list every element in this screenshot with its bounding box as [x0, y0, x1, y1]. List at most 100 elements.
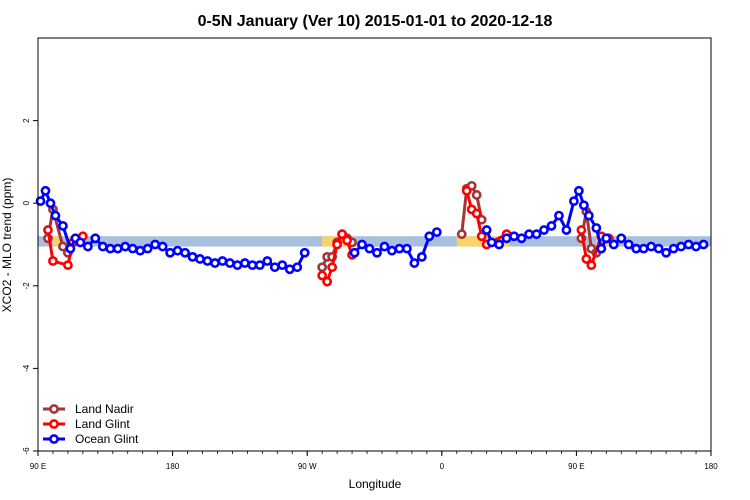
- ocean-glint-point: [202, 256, 213, 266]
- band-1: [52, 236, 61, 247]
- y-tick-label: -6: [22, 447, 31, 455]
- ocean-glint-point: [157, 241, 168, 252]
- ocean-glint-point: [494, 239, 505, 250]
- ocean-glint-point: [608, 239, 619, 250]
- y-tick-label: -2: [22, 282, 31, 290]
- ocean-glint-point: [65, 243, 76, 254]
- ocean-glint-point: [172, 245, 183, 256]
- y-tick-label: 0: [22, 200, 31, 205]
- ocean-glint-point: [561, 225, 572, 235]
- ocean-glint-point: [623, 239, 634, 250]
- ocean-glint-point: [379, 241, 390, 252]
- ocean-glint-point: [277, 260, 288, 271]
- land-glint-point: [332, 239, 343, 250]
- ocean-glint-point: [698, 239, 709, 250]
- land-nadir-point: [456, 229, 467, 240]
- ocean-glint-point: [82, 241, 93, 252]
- ocean-glint-point: [402, 243, 412, 254]
- x-tick-label: 0: [440, 462, 445, 471]
- ocean-glint-point: [45, 198, 56, 209]
- land-glint-point: [476, 231, 487, 242]
- ocean-glint-point: [180, 247, 190, 258]
- ocean-glint-point: [150, 239, 161, 250]
- x-tick-label: 90 E: [568, 462, 584, 471]
- land-nadir-point: [471, 190, 482, 200]
- ocean-glint-point: [357, 239, 367, 250]
- land-glint-point: [63, 260, 73, 271]
- ocean-glint-point: [596, 243, 607, 254]
- land-glint-point: [48, 256, 58, 266]
- ocean-glint-point: [661, 247, 672, 258]
- ocean-glint-point: [569, 196, 579, 207]
- ocean-glint-point: [120, 241, 131, 252]
- ocean-glint-point: [509, 231, 519, 242]
- land-glint-legend-label: Land Glint: [75, 417, 130, 431]
- ocean-glint-point: [187, 251, 198, 262]
- land-nadir-legend-label: Land Nadir: [75, 402, 134, 416]
- ocean-glint-point: [431, 227, 442, 238]
- ocean-glint-point: [254, 260, 265, 271]
- land-glint-point: [342, 235, 352, 246]
- land-nadir-legend-marker: [49, 404, 59, 414]
- land-glint-point: [586, 260, 597, 271]
- ocean-glint-point: [601, 233, 612, 244]
- chart-title: 0-5N January (Ver 10) 2015-01-01 to 2020…: [198, 13, 553, 30]
- ocean-glint-point: [349, 247, 360, 258]
- ocean-glint-point: [372, 247, 382, 258]
- ocean-glint-point: [90, 233, 101, 244]
- ocean-glint-point: [262, 256, 273, 266]
- ocean-glint-point: [531, 229, 542, 240]
- x-tick-label: 180: [704, 462, 718, 471]
- ocean-glint-point: [416, 251, 427, 262]
- ocean-glint-legend-label: Ocean Glint: [75, 432, 139, 446]
- ocean-glint-point: [165, 247, 176, 258]
- ocean-glint-point: [691, 241, 701, 252]
- ocean-glint-point: [40, 185, 51, 196]
- ocean-glint-point: [394, 243, 405, 254]
- land-glint-point: [317, 270, 328, 281]
- ocean-glint-point: [142, 243, 153, 254]
- ocean-glint-point: [50, 210, 61, 221]
- ocean-glint-point: [481, 225, 492, 235]
- ocean-glint-point: [112, 243, 123, 254]
- ocean-glint-point: [364, 243, 375, 254]
- ocean-glint-point: [638, 243, 649, 254]
- x-axis-label: Longitude: [349, 477, 402, 491]
- ocean-glint-legend-marker: [49, 434, 59, 444]
- ocean-glint-point: [516, 233, 527, 244]
- ocean-glint-point: [299, 247, 310, 258]
- ocean-glint-point: [217, 256, 228, 266]
- land-nadir-point: [317, 262, 328, 273]
- ocean-glint-point: [546, 221, 557, 231]
- ocean-glint-point: [387, 245, 397, 256]
- ocean-glint-point: [135, 245, 146, 256]
- ocean-glint-point: [424, 231, 435, 242]
- ocean-glint-point: [247, 260, 258, 271]
- land-glint-point: [461, 185, 472, 196]
- ocean-glint-point: [578, 200, 589, 211]
- ocean-glint-point: [591, 223, 602, 233]
- ocean-glint-point: [269, 262, 280, 273]
- ocean-glint-point: [501, 233, 512, 244]
- land-glint-legend-marker: [49, 419, 59, 429]
- land-glint-point: [43, 225, 53, 235]
- ocean-glint-point: [524, 229, 534, 240]
- land-glint-point: [327, 262, 338, 273]
- ocean-glint-point: [232, 260, 243, 271]
- ocean-glint-point: [225, 258, 235, 268]
- ocean-glint-point: [97, 241, 108, 252]
- x-tick-label: 90 E: [30, 462, 46, 471]
- band-0: [38, 236, 711, 247]
- ocean-glint-point: [554, 210, 564, 221]
- land-glint-point: [471, 208, 482, 219]
- plot-area: [35, 180, 711, 287]
- ocean-glint-point: [631, 243, 642, 254]
- ocean-glint-point: [676, 241, 686, 252]
- ocean-glint-point: [105, 243, 116, 254]
- y-tick-label: 2: [22, 118, 31, 123]
- land-glint-point: [576, 225, 587, 235]
- ocean-glint-point: [195, 254, 205, 264]
- ocean-glint-point: [683, 239, 694, 250]
- ocean-glint-point: [583, 210, 594, 221]
- ocean-glint-point: [284, 264, 295, 275]
